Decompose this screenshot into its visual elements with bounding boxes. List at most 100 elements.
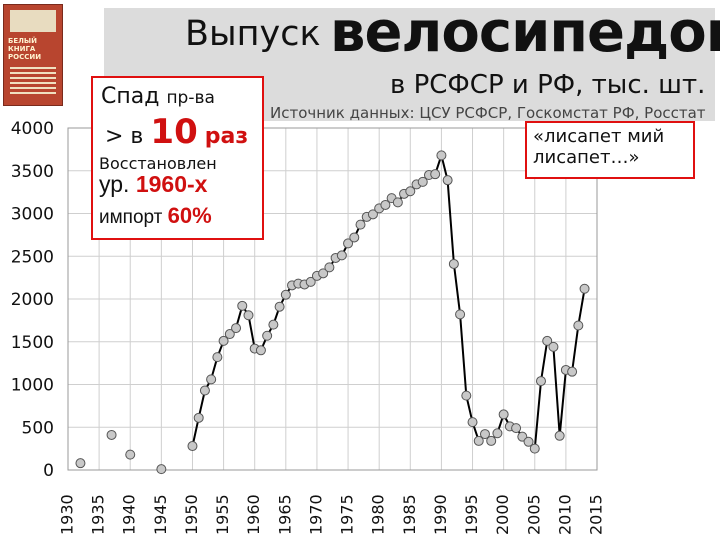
data-point [542,335,553,346]
x-tick-label: 1940 [120,494,139,535]
note-times-prefix: > в [105,124,144,149]
data-point [405,186,416,197]
x-tick-label: 1960 [244,494,263,535]
data-point [268,319,279,330]
book-cover-image: БЕЛЫЙ КНИГА РОССИИ [3,4,63,106]
annotation-box-left: Спад пр-ва > в 10 раз Восстановлен ур. 1… [91,76,264,240]
x-tick-label: 1950 [182,494,201,535]
data-point [262,330,273,341]
data-point [305,276,316,287]
y-tick-label: 3000 [11,205,54,225]
data-point [324,262,335,273]
isolated-data-point [106,429,117,440]
data-point [349,232,360,243]
x-tick-label: 2000 [493,494,512,535]
y-tick-label: 1500 [11,333,54,353]
x-tick-label: 1945 [151,494,170,535]
data-point [336,250,347,261]
data-point [355,219,366,230]
data-point [442,175,453,186]
data-point [206,374,217,385]
x-tick-label: 2010 [555,494,574,535]
note-import: импорт 60% [99,203,212,229]
data-point [455,309,466,320]
data-point [280,289,291,300]
isolated-data-point [156,464,167,475]
data-point [193,412,204,423]
note-decline-word: Спад [101,84,160,109]
y-tick-label: 4000 [11,119,54,139]
x-tick-label: 1930 [58,494,77,535]
data-point [430,169,441,180]
data-point [392,197,403,208]
x-tick-label: 1955 [213,494,232,535]
note-level: ур. 1960-х [99,171,207,198]
data-point [218,335,229,346]
x-tick-label: 2005 [524,494,543,535]
data-point [486,435,497,446]
book-title: БЕЛЫЙ КНИГА РОССИИ [8,37,42,61]
x-tick-label: 1935 [89,494,108,535]
data-point [237,300,248,311]
data-point [187,441,198,452]
data-point [567,366,578,377]
x-tick-label: 1985 [400,494,419,535]
annotation-box-right: «лисапет мий лисапет…» [525,121,695,179]
data-point [554,430,565,441]
title-small: Выпуск [185,14,321,54]
data-point [380,199,391,210]
data-point [473,435,484,446]
x-tick-label: 1970 [306,494,325,535]
y-tick-label: 0 [43,461,54,481]
data-point [523,436,534,447]
data-point [461,390,472,401]
isolated-data-point [125,449,136,460]
data-point [274,301,285,312]
title-big: велосипедов [330,0,720,65]
data-point [548,341,559,352]
x-tick-label: 2015 [587,494,606,535]
note-import-share: 60% [167,203,212,228]
data-point [492,428,503,439]
data-point [212,352,223,363]
data-point [467,417,478,428]
data-point [367,209,378,220]
note-level-prefix: ур. [99,171,130,197]
data-point [529,443,540,454]
data-point [436,150,447,161]
note-import-label: импорт [99,207,163,228]
note-decline: Спад пр-ва [101,84,215,109]
y-tick-label: 500 [22,418,54,438]
data-point [573,320,584,331]
note-level-decade: 1960-х [135,171,208,197]
plot-frame [67,127,598,471]
note-times-number: 10 [150,112,198,152]
x-tick-label: 1965 [275,494,294,535]
x-tick-label: 1995 [462,494,481,535]
data-point [417,176,428,187]
note-times-suffix: раз [204,124,249,149]
data-point [579,283,590,294]
note-restored: Восстановлен [99,154,217,173]
data-point [479,429,490,440]
isolated-data-point [75,458,86,469]
emblem-icon [10,10,56,32]
x-tick-label: 1975 [338,494,357,535]
y-tick-label: 2500 [11,247,54,267]
data-source: Источник данных: ЦСУ РСФСР, Госкомстат Р… [270,104,706,122]
data-point [224,329,235,340]
data-point [498,409,509,420]
y-tick-label: 3500 [11,162,54,182]
x-tick-label: 1980 [369,494,388,535]
y-tick-label: 1000 [11,376,54,396]
y-tick-label: 2000 [11,290,54,310]
data-point [255,345,266,356]
data-point [318,268,329,279]
note-quote: «лисапет мий лисапет…» [533,126,665,168]
note-decline-production: пр-ва [166,88,215,108]
book-text-lines [10,67,56,97]
data-point [535,376,546,387]
note-times: > в 10 раз [105,112,248,152]
data-point [231,323,242,334]
